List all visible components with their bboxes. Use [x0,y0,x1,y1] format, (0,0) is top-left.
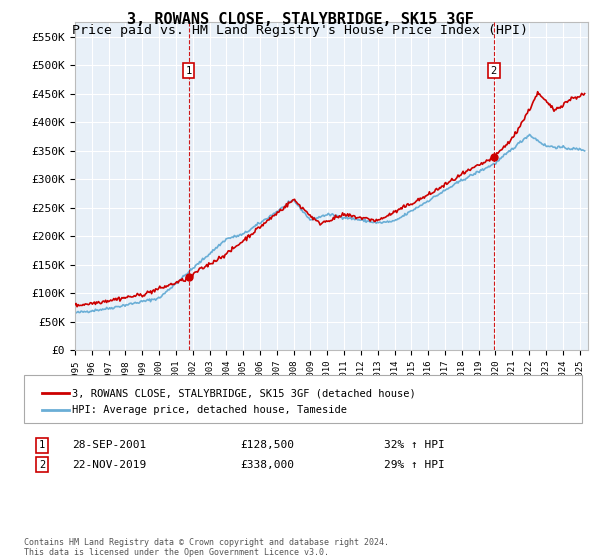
Text: £128,500: £128,500 [240,440,294,450]
Text: 29% ↑ HPI: 29% ↑ HPI [384,460,445,470]
Text: 28-SEP-2001: 28-SEP-2001 [72,440,146,450]
Text: 22-NOV-2019: 22-NOV-2019 [72,460,146,470]
Text: 32% ↑ HPI: 32% ↑ HPI [384,440,445,450]
Text: Contains HM Land Registry data © Crown copyright and database right 2024.
This d: Contains HM Land Registry data © Crown c… [24,538,389,557]
Text: 1: 1 [185,66,191,76]
Text: 2: 2 [491,66,497,76]
Text: 2: 2 [39,460,45,470]
Text: 3, ROWANS CLOSE, STALYBRIDGE, SK15 3GF (detached house): 3, ROWANS CLOSE, STALYBRIDGE, SK15 3GF (… [72,388,416,398]
Text: 1: 1 [39,440,45,450]
Text: HPI: Average price, detached house, Tameside: HPI: Average price, detached house, Tame… [72,405,347,415]
Text: Price paid vs. HM Land Registry's House Price Index (HPI): Price paid vs. HM Land Registry's House … [72,24,528,37]
Text: 3, ROWANS CLOSE, STALYBRIDGE, SK15 3GF: 3, ROWANS CLOSE, STALYBRIDGE, SK15 3GF [127,12,473,27]
Text: £338,000: £338,000 [240,460,294,470]
